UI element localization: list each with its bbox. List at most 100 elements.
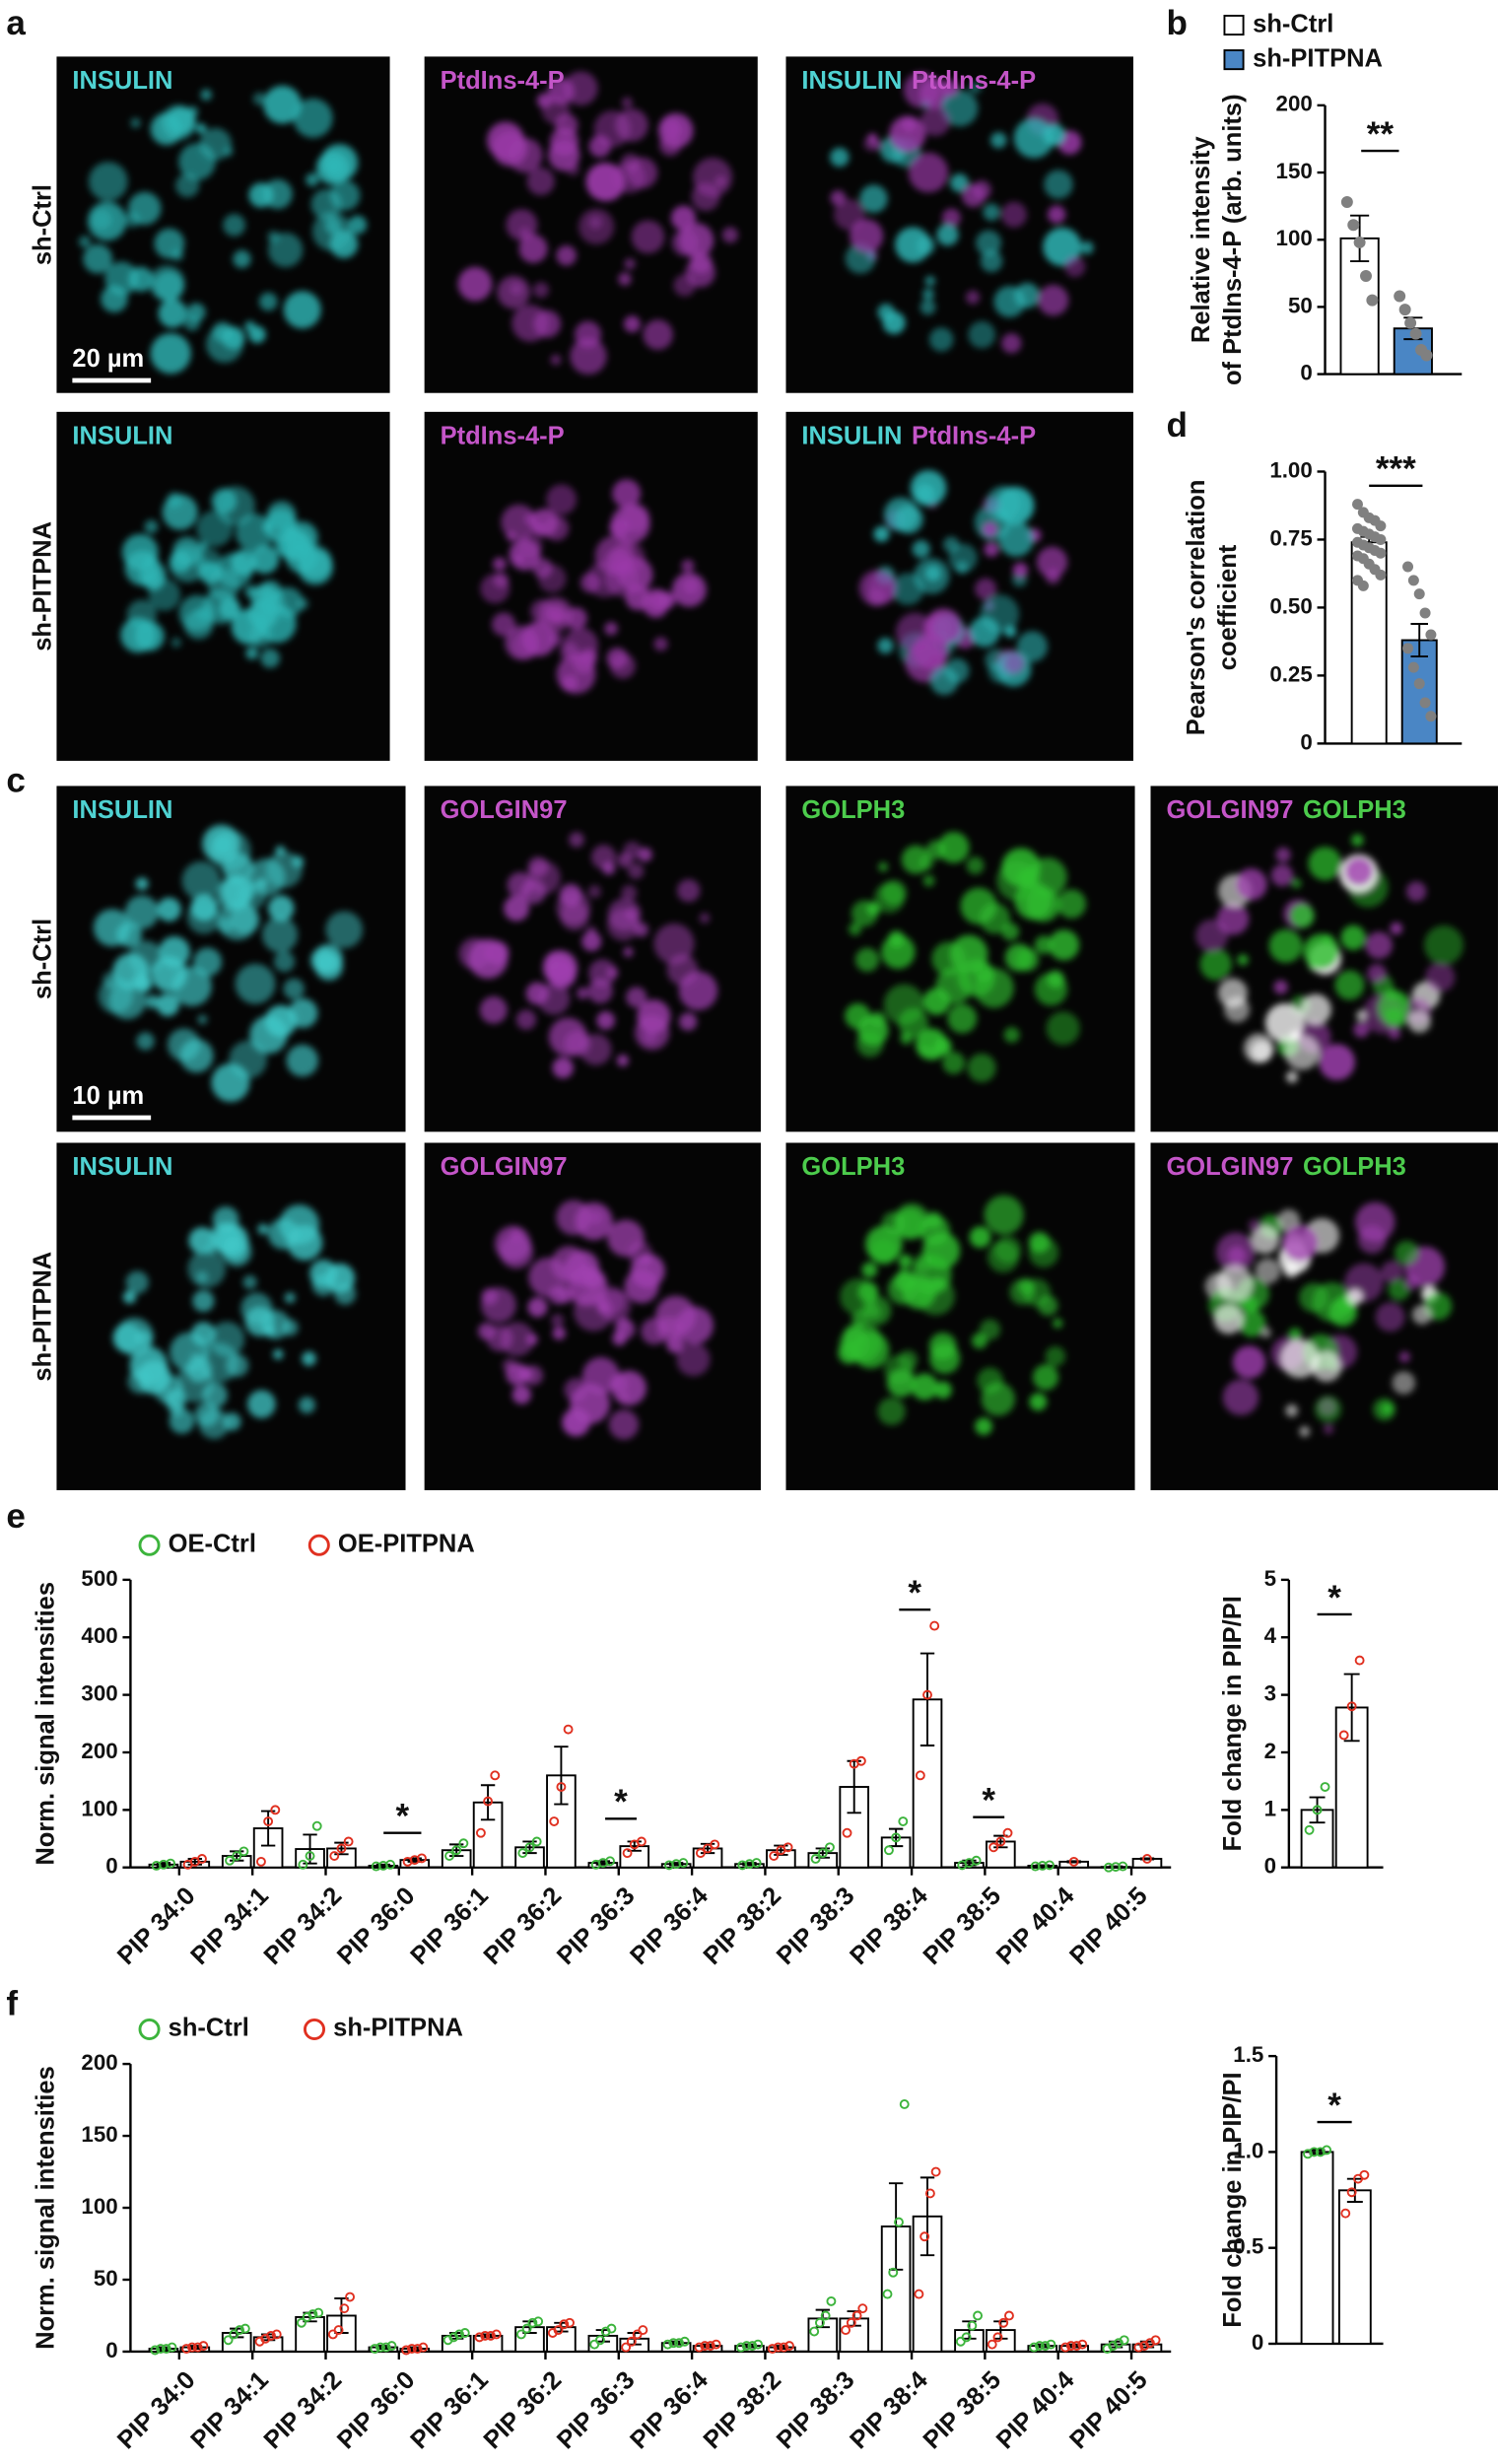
- cell-blob: [136, 1032, 155, 1051]
- cell-blob: [1199, 948, 1232, 981]
- x-tick-label: PIP 36:4: [625, 2365, 714, 2454]
- x-tick-label: PIP 38:5: [919, 1882, 1007, 1970]
- cell-blob: [623, 946, 634, 958]
- panel-letter: d: [1166, 406, 1187, 445]
- cell-blob: [1216, 1265, 1254, 1303]
- cell-blob: [1232, 1345, 1266, 1379]
- cell-blob: [156, 992, 179, 1017]
- cell-blob: [969, 1226, 991, 1249]
- cell-blob: [1003, 1026, 1020, 1043]
- cell-blob: [1003, 652, 1025, 674]
- error-bar: [1139, 1857, 1155, 1861]
- data-point: [930, 2166, 941, 2177]
- cell-blob: [922, 874, 935, 887]
- cell-blob: [185, 1356, 213, 1383]
- cell-blob: [942, 1052, 966, 1074]
- data-point: [700, 2341, 711, 2352]
- cell-blob: [849, 923, 862, 936]
- data-point: [458, 1838, 469, 1849]
- channel-label: GOLGIN97: [441, 796, 568, 824]
- cell-blob: [859, 184, 888, 213]
- panel-letter: e: [6, 1497, 26, 1536]
- channel-label: INSULIN: [72, 67, 172, 95]
- cell-blob: [267, 1218, 300, 1250]
- cell-blob: [1384, 1007, 1404, 1028]
- data-point: [626, 2336, 637, 2347]
- data-point: [595, 2335, 605, 2346]
- channel-label: GOLGIN97 GOLPH3: [1166, 796, 1405, 824]
- y-axis-label: Norm. signal intensities: [33, 2066, 60, 2350]
- cell-blob: [918, 1045, 930, 1058]
- data-point: [1118, 1861, 1128, 1872]
- data-point: [857, 2303, 868, 2314]
- data-point: [150, 2345, 161, 2356]
- data-point: [668, 2338, 679, 2349]
- cell-blob: [908, 152, 949, 193]
- data-point: [375, 2342, 385, 2353]
- data-point: [1375, 547, 1387, 559]
- error-bar: [554, 1745, 569, 1806]
- data-point: [606, 2323, 617, 2334]
- data-point: [515, 2329, 526, 2340]
- cell-blob: [1390, 922, 1403, 935]
- error-bar: [1108, 1865, 1124, 1869]
- x-tick-label: PIP 38:2: [699, 1882, 787, 1970]
- cell-blob: [1045, 1345, 1066, 1367]
- cell-blob: [640, 1254, 652, 1266]
- cell-blob: [151, 956, 187, 992]
- y-tick-label: 0: [105, 1854, 117, 1879]
- data-point: [961, 2332, 972, 2343]
- channel-label: INSULIN: [72, 422, 172, 449]
- cell-blob: [924, 565, 941, 582]
- data-point: [256, 1856, 266, 1867]
- data-point: [1413, 588, 1425, 600]
- cell-blob: [1375, 1302, 1405, 1333]
- cell-blob: [108, 982, 147, 1020]
- y-tick-label: 500: [81, 1566, 117, 1591]
- data-point: [527, 2317, 538, 2328]
- cell-blob: [532, 521, 546, 535]
- channel-label: INSULIN PtdIns-4-P: [801, 422, 1036, 449]
- cell-blob: [518, 234, 548, 263]
- data-point: [559, 2319, 570, 2330]
- cell-blob: [928, 1046, 941, 1060]
- cell-blob: [491, 612, 516, 637]
- cell-blob: [653, 637, 668, 651]
- data-point: [1351, 499, 1363, 511]
- cell-blob: [1195, 919, 1229, 952]
- cell-blob: [1064, 255, 1086, 278]
- cell-blob: [969, 82, 982, 94]
- cell-blob: [919, 299, 936, 315]
- data-point: [406, 2344, 417, 2354]
- data-point: [270, 1805, 281, 1815]
- cell-blob: [574, 320, 602, 348]
- cell-blob: [532, 282, 549, 299]
- cell-blob: [984, 541, 999, 558]
- cell-blob: [569, 832, 584, 848]
- cell-blob: [222, 1236, 252, 1267]
- cell-blob: [348, 215, 368, 235]
- data-point: [1407, 575, 1419, 586]
- cell-blob: [236, 513, 274, 552]
- data-point: [475, 1827, 486, 1838]
- cell-blob: [606, 908, 640, 941]
- cell-blob: [570, 337, 607, 376]
- cell-blob: [500, 1322, 535, 1357]
- y-tick-label: 0.75: [1269, 525, 1312, 550]
- cell-blob: [900, 1032, 913, 1045]
- x-tick-label: PIP 36:0: [332, 2366, 421, 2455]
- data-point: [967, 2320, 978, 2331]
- cell-blob: [564, 1378, 588, 1403]
- cell-blob: [637, 999, 671, 1034]
- cell-blob: [154, 228, 185, 259]
- cell-blob: [195, 123, 207, 134]
- data-point: [636, 1836, 647, 1847]
- data-point: [1394, 290, 1406, 303]
- data-point: [882, 2289, 893, 2299]
- cell-blob: [1250, 1225, 1280, 1255]
- cell-blob: [556, 654, 596, 695]
- data-point: [311, 1820, 322, 1831]
- error-bar: [847, 1759, 861, 1814]
- significance-label: *: [982, 1782, 995, 1820]
- cell-blob: [223, 853, 254, 884]
